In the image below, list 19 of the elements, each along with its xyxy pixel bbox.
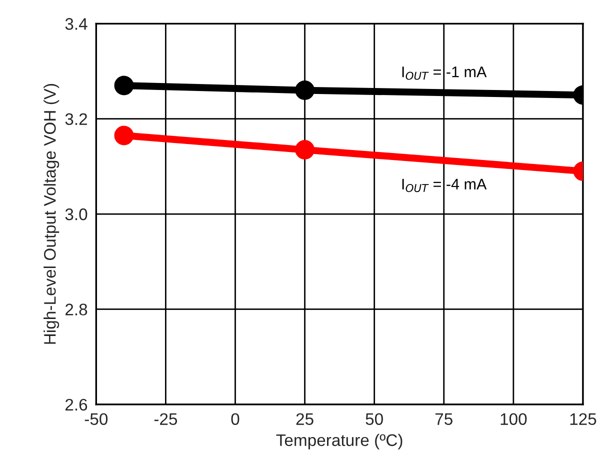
- x-tick-label: -25: [154, 413, 178, 425]
- y-axis-title: High-Level Output Voltage VOH (V): [44, 84, 60, 344]
- x-tick-label: 75: [435, 413, 452, 425]
- x-tick-label: 0: [231, 413, 240, 425]
- y-tick-label: 2.8: [66, 304, 88, 316]
- x-tick-label: 100: [500, 413, 527, 425]
- x-tick-label: -50: [84, 413, 108, 425]
- y-tick-label: 3.0: [65, 208, 88, 220]
- y-tick-label: 2.6: [66, 398, 88, 411]
- y-tick-label: 3.4: [65, 18, 88, 30]
- x-axis-title: Temperature (ºC): [276, 434, 402, 450]
- series-label: I$_{OUT}$ = -1 mA: [402, 66, 487, 80]
- series-label: I$_{OUT}$ = -4 mA: [402, 178, 487, 192]
- point: [114, 126, 134, 146]
- point: [114, 76, 134, 96]
- y-tick-label: 3.2: [65, 113, 87, 126]
- x-tick-label: 125: [570, 413, 596, 425]
- x-tick-label: 25: [296, 413, 314, 425]
- x-tick-label: 50: [366, 413, 383, 425]
